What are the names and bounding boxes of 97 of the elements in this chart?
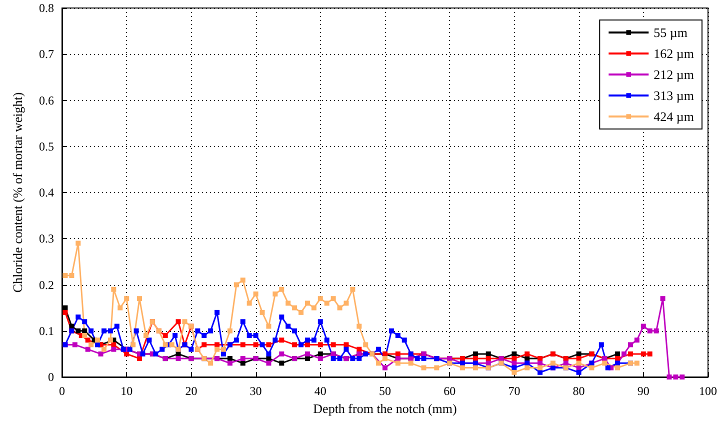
x-tick-label: 20 (185, 384, 198, 398)
point (628, 351, 633, 356)
point (304, 351, 310, 356)
point (176, 319, 181, 324)
point (382, 365, 388, 370)
y-tick-label: 0 (48, 370, 54, 384)
point (202, 342, 207, 348)
point (98, 351, 104, 356)
y-tick-label: 0.3 (39, 232, 54, 246)
point (576, 356, 582, 362)
x-tick-label: 30 (250, 384, 262, 398)
point (227, 360, 232, 366)
point (344, 342, 349, 348)
point (647, 328, 652, 334)
x-axis-title: Depth from the notch (mm) (313, 400, 457, 416)
x-tick-label: 60 (444, 384, 456, 398)
x-tick-label: 100 (699, 384, 717, 398)
point (304, 356, 310, 362)
point (395, 351, 400, 356)
point (227, 356, 232, 362)
point (266, 342, 272, 348)
point (576, 351, 582, 356)
point (85, 346, 90, 352)
point (82, 328, 88, 334)
point (240, 342, 246, 348)
point (318, 356, 323, 362)
point (240, 360, 246, 366)
point (266, 360, 272, 366)
point (615, 351, 620, 356)
point (72, 342, 78, 348)
point (680, 374, 685, 380)
point (214, 342, 220, 348)
y-tick-label: 0.6 (39, 93, 54, 108)
point (660, 296, 666, 302)
point (524, 351, 530, 356)
y-axis-title: Chloride content (% of mortar weight) (10, 92, 25, 293)
point (318, 342, 323, 348)
y-tick-label: 0.8 (39, 1, 54, 15)
point (512, 360, 517, 366)
point (472, 351, 478, 356)
point (62, 310, 68, 315)
y-tick-label: 0.7 (39, 47, 54, 62)
point (512, 356, 517, 362)
x-tick-label: 90 (637, 384, 650, 398)
legend-label: 424 µm (654, 109, 694, 124)
point (69, 324, 74, 329)
point (666, 374, 672, 380)
legend-label: 212 µm (654, 67, 694, 82)
point (76, 328, 81, 334)
point (292, 342, 298, 348)
point (512, 351, 517, 356)
x-tick-label: 50 (379, 384, 391, 398)
point (563, 360, 568, 366)
x-tick-label: 70 (508, 384, 520, 398)
point (640, 324, 646, 329)
x-tick-label: 10 (120, 384, 133, 398)
point (628, 342, 633, 348)
y-tick-label: 0.4 (39, 186, 54, 200)
point (137, 356, 142, 362)
point (304, 342, 310, 348)
x-tick-label: 80 (572, 384, 585, 398)
point (640, 351, 646, 356)
point (162, 332, 168, 338)
y-tick-label: 0.5 (39, 139, 54, 154)
point (253, 342, 258, 348)
point (634, 338, 640, 343)
point (654, 328, 659, 334)
point (615, 356, 620, 362)
legend-label: 313 µm (654, 88, 694, 103)
point (647, 351, 652, 356)
point (486, 360, 491, 366)
legend-label: 162 µm (654, 46, 694, 61)
point (124, 351, 130, 356)
x-tick-label: 40 (314, 384, 326, 398)
point (472, 356, 478, 362)
point (622, 351, 627, 356)
point (538, 360, 543, 366)
point (318, 351, 323, 356)
point (279, 338, 284, 343)
legend-label: 55 µm (654, 25, 688, 40)
point (279, 351, 284, 356)
point (85, 338, 90, 343)
point (240, 356, 246, 362)
point (62, 305, 68, 310)
y-tick-label: 0.2 (39, 278, 54, 292)
point (486, 356, 491, 362)
point (356, 346, 362, 352)
x-tick-label: 0 (59, 384, 65, 398)
point (486, 351, 491, 356)
point (111, 346, 116, 352)
point (176, 356, 181, 362)
y-tick-label: 0.1 (39, 324, 54, 338)
point (673, 374, 678, 380)
point (279, 360, 284, 366)
point (576, 365, 582, 370)
point (330, 342, 336, 348)
point (111, 342, 116, 348)
